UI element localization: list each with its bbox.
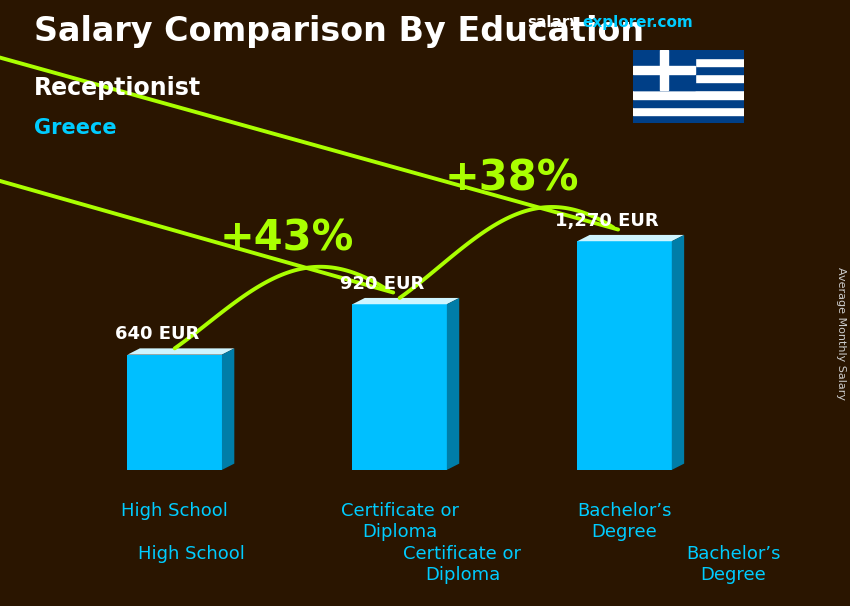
- Text: Greece: Greece: [34, 118, 116, 138]
- Text: Bachelor’s
Degree: Bachelor’s Degree: [686, 545, 780, 584]
- FancyBboxPatch shape: [353, 304, 447, 470]
- Text: Bachelor’s
Degree: Bachelor’s Degree: [577, 502, 672, 541]
- Bar: [633, 66, 694, 74]
- Text: High School: High School: [122, 502, 228, 521]
- Bar: [633, 50, 694, 90]
- Text: Salary Comparison By Education: Salary Comparison By Education: [34, 15, 644, 48]
- Text: Certificate or
Diploma: Certificate or Diploma: [341, 502, 459, 541]
- Text: +38%: +38%: [445, 158, 580, 200]
- Text: 920 EUR: 920 EUR: [339, 275, 424, 293]
- Bar: [633, 115, 744, 123]
- Text: +43%: +43%: [220, 218, 354, 259]
- Polygon shape: [577, 235, 684, 241]
- Polygon shape: [672, 235, 684, 470]
- Bar: [633, 90, 744, 99]
- Text: Average Monthly Salary: Average Monthly Salary: [836, 267, 846, 400]
- FancyBboxPatch shape: [577, 241, 672, 470]
- Bar: [633, 99, 744, 107]
- Polygon shape: [222, 348, 235, 470]
- Polygon shape: [128, 348, 235, 355]
- Bar: [633, 82, 744, 90]
- Text: High School: High School: [139, 545, 245, 564]
- Polygon shape: [447, 298, 459, 470]
- Text: Certificate or
Diploma: Certificate or Diploma: [404, 545, 521, 584]
- Text: Receptionist: Receptionist: [34, 76, 201, 100]
- Text: explorer.com: explorer.com: [582, 15, 693, 30]
- Bar: [660, 50, 668, 90]
- Bar: [633, 66, 744, 74]
- Text: salary: salary: [527, 15, 580, 30]
- Text: 640 EUR: 640 EUR: [115, 325, 199, 343]
- Bar: [633, 50, 744, 58]
- Polygon shape: [353, 298, 459, 304]
- FancyBboxPatch shape: [128, 355, 222, 470]
- Text: 1,270 EUR: 1,270 EUR: [555, 211, 659, 230]
- Bar: [633, 58, 744, 66]
- Bar: [633, 107, 744, 115]
- Bar: [633, 74, 744, 82]
